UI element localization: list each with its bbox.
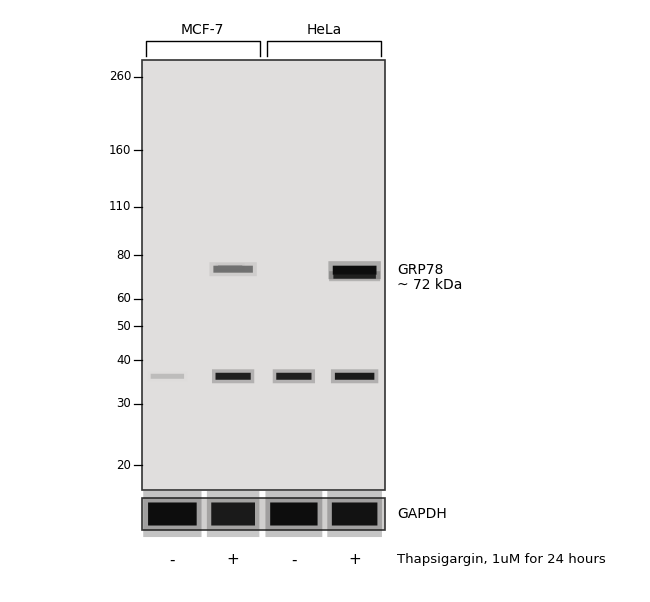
FancyBboxPatch shape xyxy=(218,265,242,269)
Text: Thapsigargin, 1uM for 24 hours: Thapsigargin, 1uM for 24 hours xyxy=(397,553,606,566)
FancyBboxPatch shape xyxy=(331,369,378,383)
Text: 110: 110 xyxy=(109,200,131,214)
FancyBboxPatch shape xyxy=(216,373,251,380)
FancyBboxPatch shape xyxy=(207,491,259,537)
FancyBboxPatch shape xyxy=(328,491,382,537)
Text: 50: 50 xyxy=(116,320,131,333)
FancyBboxPatch shape xyxy=(148,371,187,381)
FancyBboxPatch shape xyxy=(273,369,315,383)
FancyBboxPatch shape xyxy=(329,271,380,281)
Text: ~ 72 kDa: ~ 72 kDa xyxy=(397,278,462,292)
FancyBboxPatch shape xyxy=(211,503,255,526)
Text: GRP78: GRP78 xyxy=(397,263,443,277)
FancyBboxPatch shape xyxy=(333,265,376,275)
Text: 20: 20 xyxy=(116,459,131,472)
FancyBboxPatch shape xyxy=(212,369,254,383)
Bar xyxy=(142,498,385,530)
FancyBboxPatch shape xyxy=(270,503,318,526)
Bar xyxy=(142,60,385,490)
Text: 60: 60 xyxy=(116,293,131,305)
FancyBboxPatch shape xyxy=(209,262,257,276)
FancyBboxPatch shape xyxy=(276,373,311,380)
Text: -: - xyxy=(170,553,175,568)
FancyBboxPatch shape xyxy=(335,373,374,380)
Text: 160: 160 xyxy=(109,144,131,157)
FancyBboxPatch shape xyxy=(265,491,322,537)
Text: HeLa: HeLa xyxy=(307,23,342,37)
FancyBboxPatch shape xyxy=(333,274,376,279)
FancyBboxPatch shape xyxy=(143,491,202,537)
FancyBboxPatch shape xyxy=(332,503,378,526)
Text: MCF-7: MCF-7 xyxy=(181,23,224,37)
Text: +: + xyxy=(227,553,239,568)
FancyBboxPatch shape xyxy=(148,503,197,526)
Text: 30: 30 xyxy=(116,397,131,411)
Text: -: - xyxy=(291,553,296,568)
FancyBboxPatch shape xyxy=(151,374,184,379)
Text: 40: 40 xyxy=(116,354,131,367)
Text: GAPDH: GAPDH xyxy=(397,507,447,521)
FancyBboxPatch shape xyxy=(213,265,253,273)
Text: 80: 80 xyxy=(116,249,131,262)
FancyBboxPatch shape xyxy=(328,261,381,279)
FancyBboxPatch shape xyxy=(216,263,244,271)
Text: 260: 260 xyxy=(109,70,131,83)
Text: +: + xyxy=(348,553,361,568)
